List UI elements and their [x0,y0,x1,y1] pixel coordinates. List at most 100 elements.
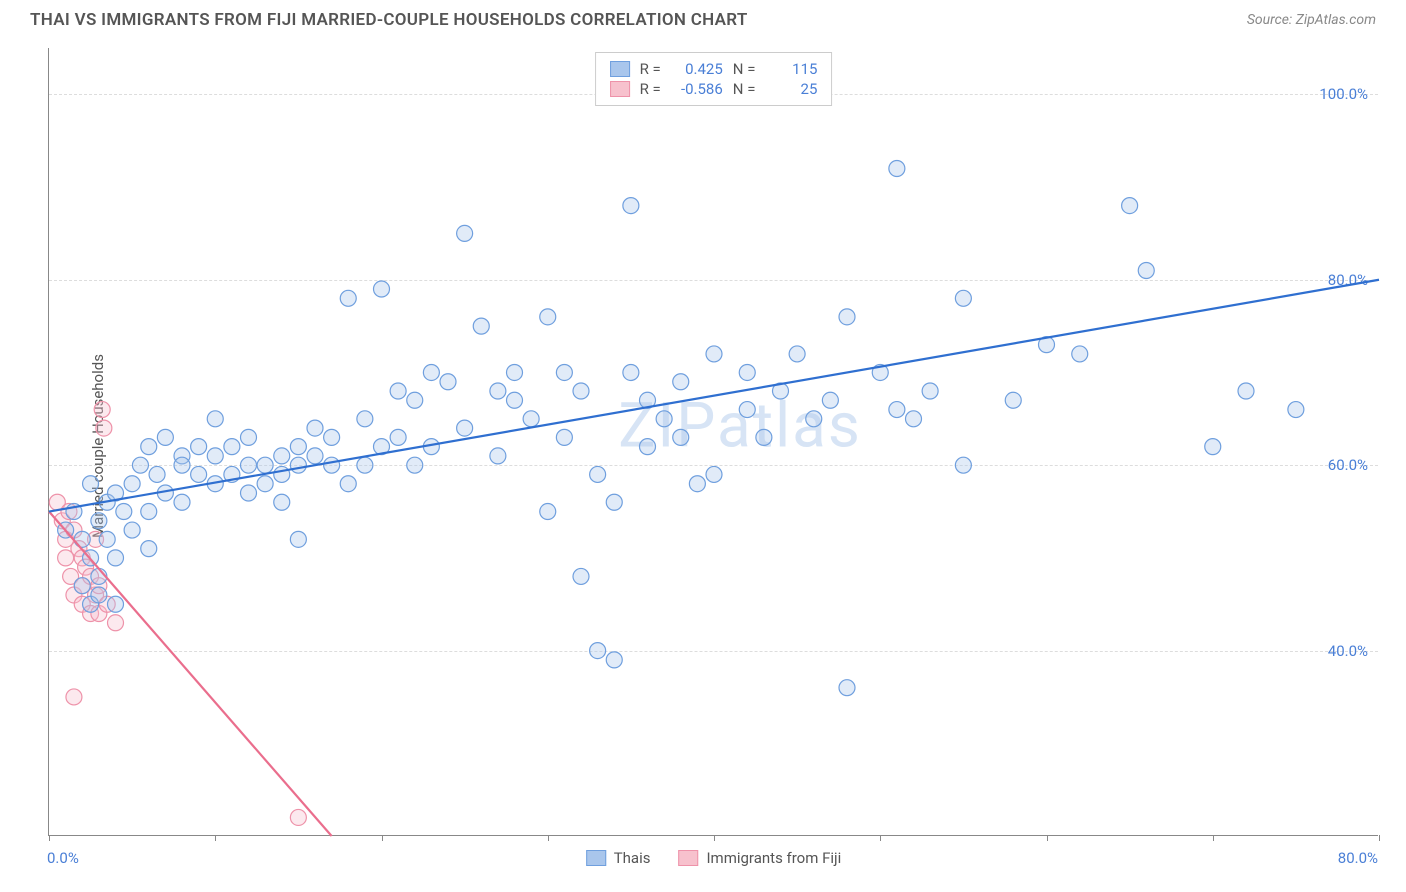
data-point [507,392,523,408]
data-point [340,290,356,306]
data-point [66,689,82,705]
data-point [906,411,922,427]
data-point [955,290,971,306]
data-point [324,457,340,473]
data-point [689,476,705,492]
data-point [157,429,173,445]
stat-n-value-2: 25 [765,80,817,98]
data-point [1005,392,1021,408]
data-point [673,374,689,390]
x-tick [880,835,881,841]
data-point [340,476,356,492]
stat-n-label: N = [733,60,756,78]
data-point [124,476,140,492]
x-tick [215,835,216,841]
stat-r-label: R = [640,60,661,78]
data-point [108,615,124,631]
legend-label-series2: Immigrants from Fiji [706,849,841,867]
data-point [590,466,606,482]
data-point [274,448,290,464]
scatter-plot-svg [49,48,1378,835]
data-point [556,364,572,380]
data-point [822,392,838,408]
data-point [473,318,489,334]
data-point [1122,198,1138,214]
data-point [407,392,423,408]
data-point [756,429,772,445]
data-point [656,411,672,427]
data-point [1238,383,1254,399]
data-point [806,411,822,427]
data-point [149,466,165,482]
x-tick [382,835,383,841]
data-point [556,429,572,445]
data-point [673,429,689,445]
x-tick [1213,835,1214,841]
data-point [606,494,622,510]
data-point [290,531,306,547]
x-tick [714,835,715,841]
data-point [94,402,110,418]
data-point [789,346,805,362]
swatch-series2 [610,81,630,97]
data-point [739,364,755,380]
data-point [423,364,439,380]
data-point [124,522,140,538]
data-point [922,383,938,399]
stats-row-series2: R = -0.586 N = 25 [610,79,818,99]
data-point [623,198,639,214]
x-tick [1047,835,1048,841]
data-point [706,346,722,362]
data-point [191,466,207,482]
source-label: Source: ZipAtlas.com [1247,12,1376,28]
data-point [955,457,971,473]
data-point [257,476,273,492]
data-point [440,374,456,390]
chart-title: THAI VS IMMIGRANTS FROM FIJI MARRIED-COU… [30,10,748,30]
data-point [132,457,148,473]
x-tick [548,835,549,841]
data-point [207,448,223,464]
x-axis-max-label: 80.0% [1338,849,1378,867]
data-point [241,485,257,501]
data-point [540,309,556,325]
data-point [141,541,157,557]
data-point [490,383,506,399]
data-point [224,439,240,455]
data-point [207,411,223,427]
data-point [839,680,855,696]
stat-r-label: R = [640,80,661,98]
data-point [357,457,373,473]
stat-r-value-1: 0.425 [671,60,723,78]
data-point [507,364,523,380]
data-point [307,420,323,436]
data-point [374,281,390,297]
data-point [640,439,656,455]
data-point [141,439,157,455]
data-point [91,513,107,529]
data-point [307,448,323,464]
x-tick [1379,835,1380,841]
x-tick [49,835,50,841]
data-point [83,476,99,492]
data-point [1072,346,1088,362]
stats-row-series1: R = 0.425 N = 115 [610,59,818,79]
data-point [407,457,423,473]
data-point [623,364,639,380]
data-point [257,457,273,473]
data-point [290,809,306,825]
data-point [274,466,290,482]
data-point [1138,262,1154,278]
data-point [457,420,473,436]
data-point [174,457,190,473]
data-point [889,161,905,177]
data-point [241,429,257,445]
data-point [290,457,306,473]
data-point [74,578,90,594]
legend: Thais Immigrants from Fiji [586,849,842,867]
trend-line [49,512,332,836]
data-point [91,587,107,603]
data-point [357,411,373,427]
data-point [96,420,112,436]
stat-r-value-2: -0.586 [671,80,723,98]
